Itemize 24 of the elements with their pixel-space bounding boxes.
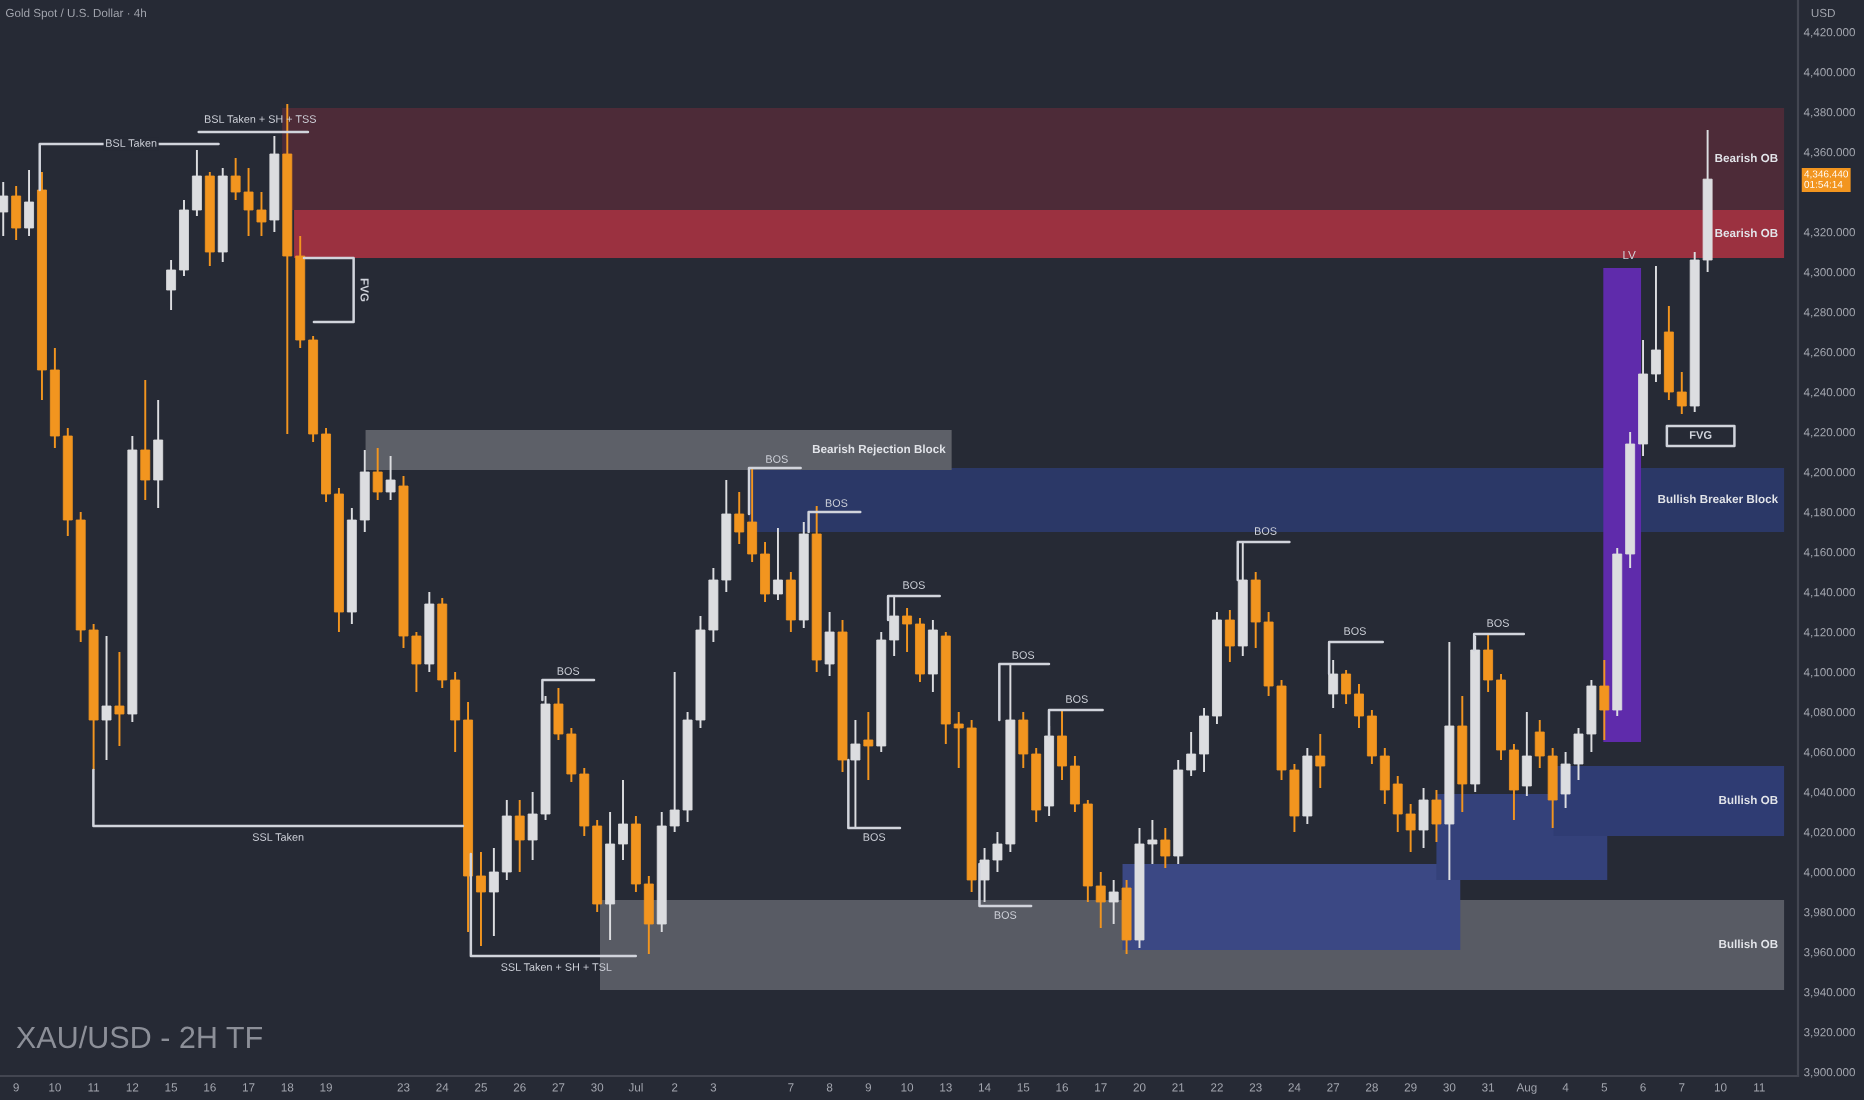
candlestick (1315, 733, 1326, 789)
candlestick (824, 611, 835, 677)
candlestick (0, 181, 9, 237)
candlestick (1418, 787, 1429, 849)
candlestick (773, 527, 783, 601)
candlestick (1431, 789, 1442, 843)
candlestick (863, 711, 874, 781)
candlestick (927, 619, 938, 693)
candlestick (1521, 711, 1532, 797)
candlestick (11, 185, 22, 241)
candlestick (101, 635, 112, 761)
candlestick (114, 651, 125, 747)
candlestick (372, 447, 383, 501)
candlestick (1224, 609, 1235, 663)
candlestick (153, 399, 164, 509)
candlestick (385, 455, 396, 501)
candlestick (1599, 659, 1610, 741)
candlestick (24, 169, 34, 237)
candlestick (1108, 879, 1119, 925)
candlestick (514, 799, 525, 873)
candlestick (140, 379, 151, 501)
candlestick (785, 571, 796, 633)
annotation: XAU/USD - 2H TF (16, 1025, 262, 1049)
candlestick (1160, 827, 1171, 869)
